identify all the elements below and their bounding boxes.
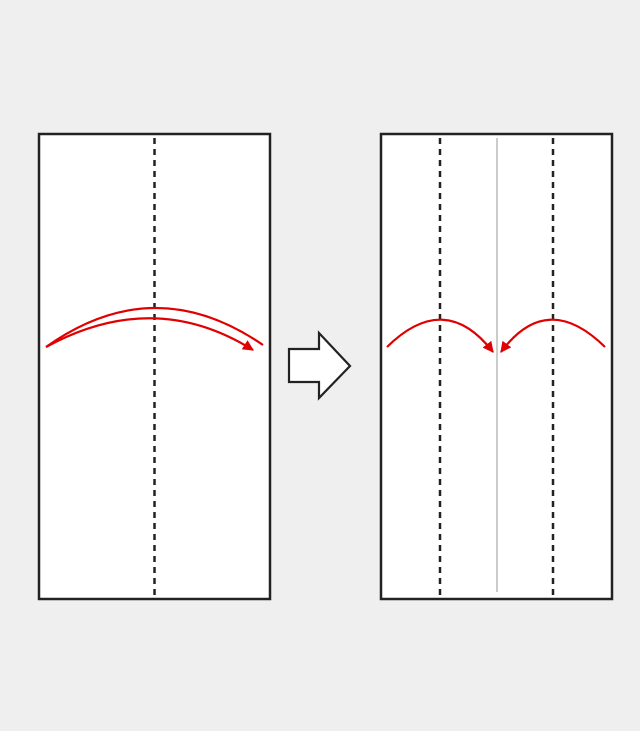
step-2-left-fold-arrow [386, 318, 494, 353]
step-2-right-fold-arrow [500, 318, 606, 353]
right-arrow-icon [287, 330, 352, 401]
step-1-panel [37, 132, 272, 601]
step-1-fold-arrow [45, 306, 264, 348]
step-1-paper [37, 132, 272, 601]
step-2-panel [379, 132, 614, 601]
step-1-fold-arrow-return [45, 317, 254, 351]
